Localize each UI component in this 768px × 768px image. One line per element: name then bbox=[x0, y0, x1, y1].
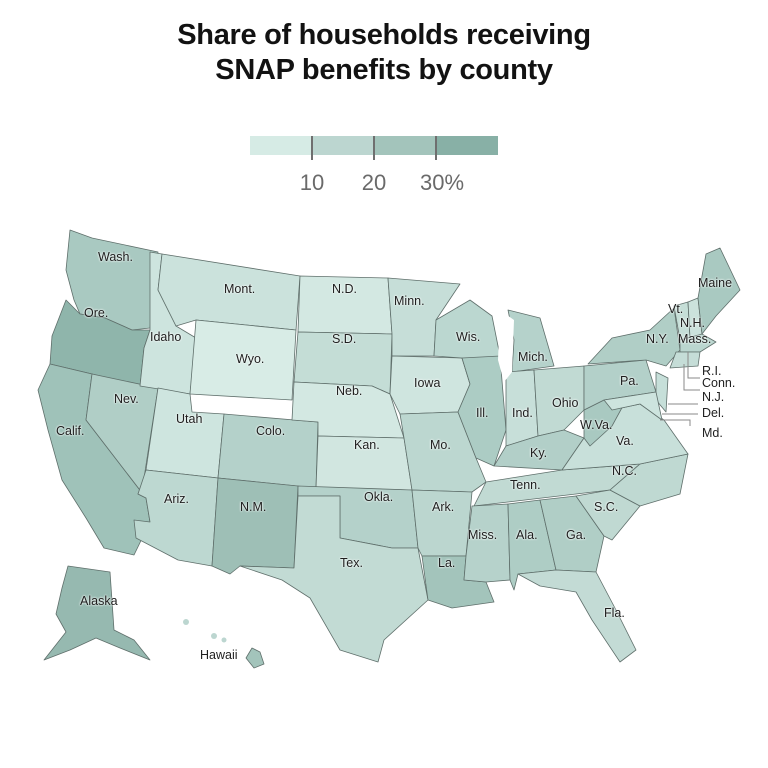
state-texas bbox=[239, 495, 429, 663]
state-connecticut-ri bbox=[669, 351, 701, 369]
leader-md bbox=[660, 419, 691, 426]
label-pa: Pa. bbox=[620, 374, 639, 388]
leader-conn bbox=[683, 364, 700, 391]
label-mass: Mass. bbox=[678, 332, 712, 346]
state-georgia bbox=[539, 495, 605, 573]
label-ny: N.Y. bbox=[646, 332, 669, 346]
hawaii-island-1 bbox=[211, 633, 217, 639]
hawaii-island-2 bbox=[221, 637, 227, 643]
state-hawaii bbox=[245, 647, 265, 669]
label-md: Md. bbox=[702, 426, 723, 440]
label-ariz: Ariz. bbox=[164, 492, 189, 506]
label-wash: Wash. bbox=[98, 250, 133, 264]
label-miss: Miss. bbox=[468, 528, 498, 542]
state-north-carolina bbox=[609, 453, 689, 507]
state-new-jersey bbox=[655, 371, 669, 413]
state-mississippi bbox=[463, 503, 511, 583]
state-alaska bbox=[43, 565, 151, 661]
legend-tick-30 bbox=[435, 136, 437, 160]
label-mo: Mo. bbox=[430, 438, 451, 452]
state-new-mexico bbox=[211, 477, 299, 575]
title-line-2: SNAP benefits by county bbox=[215, 54, 553, 86]
label-tenn: Tenn. bbox=[510, 478, 541, 492]
title-line-1: Share of households receiving bbox=[177, 19, 591, 51]
chart-title: Share of households receiving SNAP benef… bbox=[0, 18, 768, 88]
label-ri: R.I. bbox=[702, 364, 722, 378]
label-ohio: Ohio bbox=[552, 396, 579, 410]
label-utah: Utah bbox=[176, 412, 203, 426]
label-conn: Conn. bbox=[702, 376, 736, 390]
label-maine: Maine bbox=[698, 276, 733, 290]
label-idaho: Idaho bbox=[150, 330, 182, 344]
label-wis: Wis. bbox=[456, 330, 481, 344]
label-nd: N.D. bbox=[332, 282, 357, 296]
label-okla: Okla. bbox=[364, 490, 394, 504]
legend-label-20: 20 bbox=[361, 170, 387, 195]
label-ind: Ind. bbox=[512, 406, 533, 420]
label-nh: N.H. bbox=[680, 316, 705, 330]
state-wyoming bbox=[189, 319, 297, 401]
lake-michigan bbox=[498, 310, 514, 382]
label-va: Va. bbox=[616, 434, 634, 448]
legend-swatch-3 bbox=[374, 136, 436, 155]
state-maine bbox=[697, 247, 741, 335]
label-ark: Ark. bbox=[432, 500, 455, 514]
state-florida bbox=[517, 569, 637, 663]
label-colo: Colo. bbox=[256, 424, 286, 438]
state-new-york bbox=[587, 307, 681, 367]
state-ohio bbox=[533, 365, 585, 437]
label-minn: Minn. bbox=[394, 294, 425, 308]
state-massachusetts bbox=[679, 333, 717, 353]
label-la: La. bbox=[438, 556, 456, 570]
label-del: Del. bbox=[702, 406, 725, 420]
legend-label-10: 10 bbox=[299, 170, 325, 195]
legend-tick-20 bbox=[373, 136, 375, 160]
label-hawaii: Hawaii bbox=[200, 648, 238, 662]
label-neb: Neb. bbox=[336, 384, 363, 398]
label-nj: N.J. bbox=[702, 390, 725, 404]
label-fla: Fla. bbox=[604, 606, 625, 620]
hawaii-island-3 bbox=[183, 619, 189, 625]
label-ore: Ore. bbox=[84, 306, 109, 320]
state-maryland-delaware bbox=[603, 391, 663, 421]
label-wva: W.Va. bbox=[580, 418, 613, 432]
label-calif: Calif. bbox=[56, 424, 85, 438]
legend-label-30: 30% bbox=[419, 170, 465, 195]
label-nm: N.M. bbox=[240, 500, 267, 514]
leader-ri bbox=[687, 352, 700, 379]
label-alaska: Alaska bbox=[80, 594, 118, 608]
legend-tick-10 bbox=[311, 136, 313, 160]
legend-swatch-4 bbox=[436, 136, 498, 155]
label-tex: Tex. bbox=[340, 556, 363, 570]
label-mich: Mich. bbox=[518, 350, 548, 364]
label-nc: N.C. bbox=[612, 464, 637, 478]
label-ala: Ala. bbox=[516, 528, 538, 542]
state-utah bbox=[145, 387, 225, 479]
label-nev: Nev. bbox=[114, 392, 139, 406]
label-ky: Ky. bbox=[530, 446, 548, 460]
label-sd: S.D. bbox=[332, 332, 357, 346]
label-mont: Mont. bbox=[224, 282, 256, 296]
state-south-carolina bbox=[575, 489, 641, 541]
legend-swatch-1 bbox=[250, 136, 312, 155]
label-ill: Ill. bbox=[476, 406, 489, 420]
label-ga: Ga. bbox=[566, 528, 587, 542]
legend-swatch-2 bbox=[312, 136, 374, 155]
label-kan: Kan. bbox=[354, 438, 380, 452]
label-wyo: Wyo. bbox=[236, 352, 265, 366]
color-legend: 10 20 30% bbox=[250, 136, 498, 195]
label-vt: Vt. bbox=[668, 302, 684, 316]
label-sc: S.C. bbox=[594, 500, 619, 514]
label-iowa: Iowa bbox=[414, 376, 441, 390]
